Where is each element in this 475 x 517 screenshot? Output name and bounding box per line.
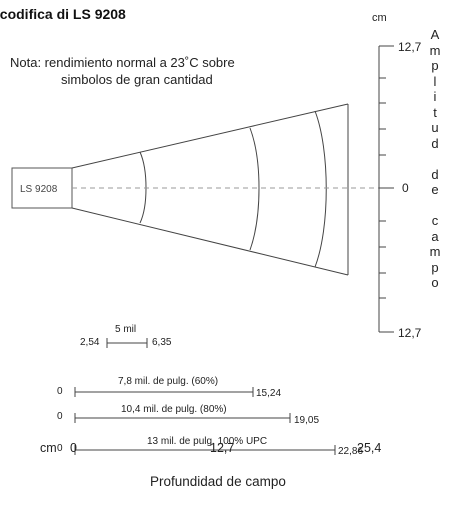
range-bar-60 xyxy=(74,387,254,397)
small-ruler-mid-label: 5 mil xyxy=(115,324,137,335)
cone-top-edge xyxy=(71,103,349,169)
range-bar-80 xyxy=(74,413,291,423)
scanner-label: LS 9208 xyxy=(20,184,58,195)
bottom-axis-label-0: 0 xyxy=(70,441,77,455)
range-100-start: 0 xyxy=(57,443,63,454)
range-80-start: 0 xyxy=(57,411,63,422)
right-axis-unit: cm xyxy=(372,12,387,24)
diagram-title: ecodifica di LS 9208 xyxy=(0,6,126,22)
range-60-start: 0 xyxy=(57,386,63,397)
range-80-label: 10,4 mil. de pulg. (80%) xyxy=(121,404,227,415)
scanner-box xyxy=(11,167,73,209)
range-80-end: 19,05 xyxy=(294,415,320,426)
zone-arc-3 xyxy=(314,110,327,268)
zone-arc-2 xyxy=(249,127,260,251)
small-ruler-left-label: 2,54 xyxy=(80,337,100,348)
bottom-axis-label-12-7: 12,7 xyxy=(210,441,235,455)
right-axis-top-label: 12,7 xyxy=(398,40,422,54)
right-axis-mid-label: 0 xyxy=(402,181,409,195)
range-bar-100 xyxy=(74,445,336,455)
range-60-label: 7,8 mil. de pulg. (60%) xyxy=(118,376,219,387)
cone-bottom-edge xyxy=(71,207,349,276)
right-ruler-ticks xyxy=(379,45,394,333)
range-100-label: 13 mil. de pulg. 100% UPC xyxy=(147,436,268,447)
right-axis-bottom-label: 12,7 xyxy=(398,326,422,340)
note-text: Nota: rendimiento normal a 23˚C sobre si… xyxy=(10,54,310,88)
bottom-axis-unit: cm xyxy=(40,441,57,455)
range-100-end: 22,86 xyxy=(338,446,364,457)
right-axis-title: A m p l i t u d d e c a m p o xyxy=(429,27,441,290)
bottom-axis-label-25-4: 25,4 xyxy=(357,441,382,455)
note-line-2: simbolos de gran cantidad xyxy=(61,72,213,87)
range-60-end: 15,24 xyxy=(256,388,282,399)
small-ruler-right-label: 6,35 xyxy=(152,337,172,348)
note-line-1: Nota: rendimiento normal a 23˚C sobre xyxy=(10,55,235,70)
bottom-axis-title: Profundidad de campo xyxy=(150,474,286,489)
